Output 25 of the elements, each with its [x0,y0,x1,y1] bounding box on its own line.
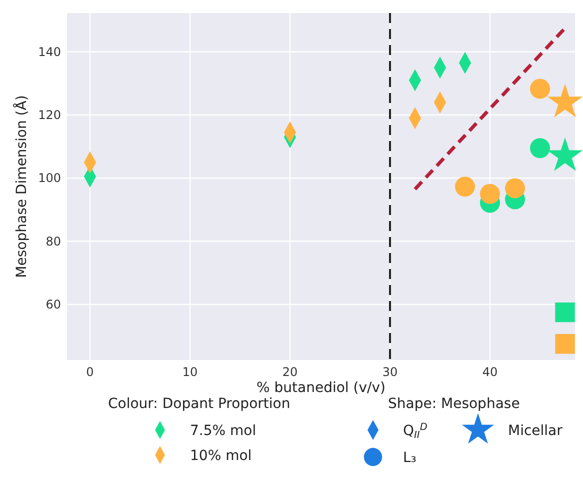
y-tick-label: 100 [38,171,61,186]
legend-title: Colour: Dopant Proportion [108,396,290,412]
point [530,78,550,99]
legend-label: 10% mol [190,448,252,464]
x-axis-title: % butanediol (v/v) [256,380,386,396]
point [555,302,575,322]
x-tick-label: 0 [86,365,94,379]
y-axis-title: Mesophase Dimension (Å) [13,95,30,278]
legend-label: 7.5% mol [190,423,256,439]
legend-label: Micellar [508,423,563,439]
point [454,176,476,197]
x-tick-label: 30 [382,365,398,379]
point [530,138,550,158]
point [555,334,575,354]
point [504,178,526,198]
y-tick-label: 60 [46,297,61,312]
x-tick-label: 40 [482,365,498,379]
y-tick-label: 80 [46,234,61,248]
x-tick-label: 10 [182,365,198,379]
legend-label: L₃ [403,450,416,466]
y-tick-label: 140 [38,44,61,59]
y-tick-label: 120 [38,108,61,122]
point [480,184,500,204]
text: Shape: Mesophase [388,396,520,412]
x-tick-label: 20 [282,365,298,379]
